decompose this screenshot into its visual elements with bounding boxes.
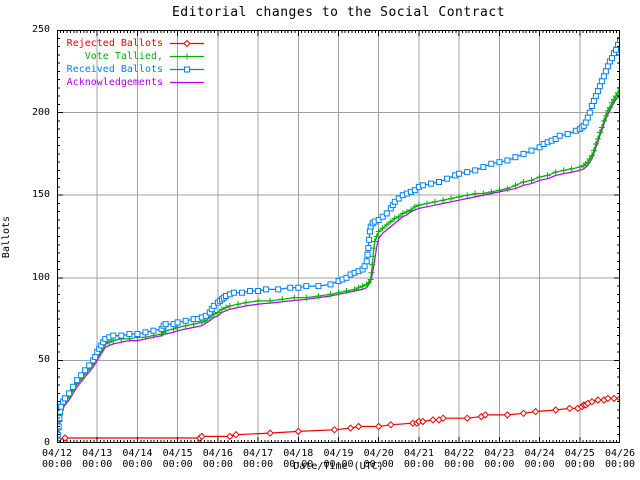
legend-sample (170, 66, 204, 73)
x-tick-time: 00:00 (363, 459, 394, 470)
y-tick-label: 0 (43, 437, 50, 448)
x-tick-label: 04/21 00:00 (389, 448, 449, 470)
legend-sample (170, 53, 204, 60)
y-tick-label: 150 (31, 189, 50, 201)
grid (57, 30, 620, 443)
y-tick-label: 200 (31, 106, 50, 118)
plot-border (57, 30, 620, 443)
x-tick-time: 00:00 (41, 459, 73, 470)
legend-row-received-ballots: Received Ballots (61, 63, 206, 76)
chart-title: Editorial changes to the Social Contract (171, 5, 506, 20)
y-tick-label: 100 (31, 271, 50, 283)
x-tick-time: 00:00 (283, 459, 314, 470)
x-tick-date: 04/24 (524, 448, 555, 459)
x-tick-label: 04/22 00:00 (429, 448, 489, 470)
x-tick-date: 04/21 (403, 448, 434, 459)
x-tick-label: 04/15 00:00 (148, 448, 208, 470)
x-tick-date: 04/16 (202, 448, 233, 459)
x-tick-time: 00:00 (122, 459, 153, 470)
x-tick-label: 04/18 00:00 (268, 448, 328, 470)
x-tick-time: 00:00 (243, 459, 274, 470)
x-tick-label: 04/20 00:00 (349, 448, 409, 470)
x-tick-date: 04/22 (444, 448, 475, 459)
x-tick-label: 04/12 00:00 (27, 448, 87, 470)
x-tick-label: 04/24 00:00 (510, 448, 570, 470)
x-tick-date: 04/14 (122, 448, 153, 459)
x-tick-date: 04/13 (82, 448, 113, 459)
y-tick-label: 250 (31, 24, 50, 35)
series-rejected-ballots (57, 394, 620, 443)
x-tick-date: 04/25 (564, 448, 595, 459)
x-tick-time: 00:00 (484, 459, 515, 470)
x-tick-time: 00:00 (604, 459, 636, 470)
legend-label: Rejected Ballots (66, 38, 163, 49)
x-tick-date: 04/15 (162, 448, 193, 459)
x-tick-date: 04/17 (243, 448, 274, 459)
legend: Rejected Ballots Vote Tallied, Received Ba… (61, 37, 206, 89)
legend-row-acknowledgements: Acknowledgements (61, 76, 206, 89)
y-tick-label: 50 (37, 354, 50, 366)
x-tick-label: 04/25 00:00 (550, 448, 610, 470)
legend-row-vote-tallied: Vote Tallied, (61, 50, 206, 63)
x-tick-label: 04/17 00:00 (228, 448, 288, 470)
x-tick-time: 00:00 (202, 459, 233, 470)
x-tick-time: 00:00 (82, 459, 113, 470)
x-tick-time: 00:00 (403, 459, 434, 470)
x-tick-label: 04/14 00:00 (107, 448, 167, 470)
x-tick-label: 04/26 00:00 (590, 448, 640, 470)
legend-label: Acknowledgements (66, 77, 163, 88)
x-tick-label: 04/13 00:00 (67, 448, 127, 470)
plot-svg (57, 30, 620, 443)
x-tick-date: 04/26 (604, 448, 636, 459)
x-tick-date: 04/19 (323, 448, 354, 459)
legend-sample (170, 39, 204, 48)
x-tick-time: 00:00 (323, 459, 354, 470)
legend-row-rejected-ballots: Rejected Ballots (61, 37, 206, 50)
legend-label: Vote Tallied, (84, 51, 163, 62)
y-axis-title: Ballots (1, 215, 12, 259)
x-tick-time: 00:00 (162, 459, 193, 470)
x-tick-label: 04/19 00:00 (309, 448, 369, 470)
x-tick-date: 04/18 (283, 448, 314, 459)
x-tick-time: 00:00 (564, 459, 595, 470)
legend-sample (170, 81, 204, 84)
x-axis-title: Date/Time (UTC) (293, 461, 384, 472)
x-tick-label: 04/23 00:00 (469, 448, 529, 470)
legend-label: Received Ballots (66, 64, 163, 75)
x-tick-time: 00:00 (524, 459, 555, 470)
x-tick-date: 04/12 (41, 448, 73, 459)
x-tick-date: 04/23 (484, 448, 515, 459)
x-tick-time: 00:00 (444, 459, 475, 470)
x-tick-label: 04/16 00:00 (188, 448, 248, 470)
x-tick-date: 04/20 (363, 448, 394, 459)
